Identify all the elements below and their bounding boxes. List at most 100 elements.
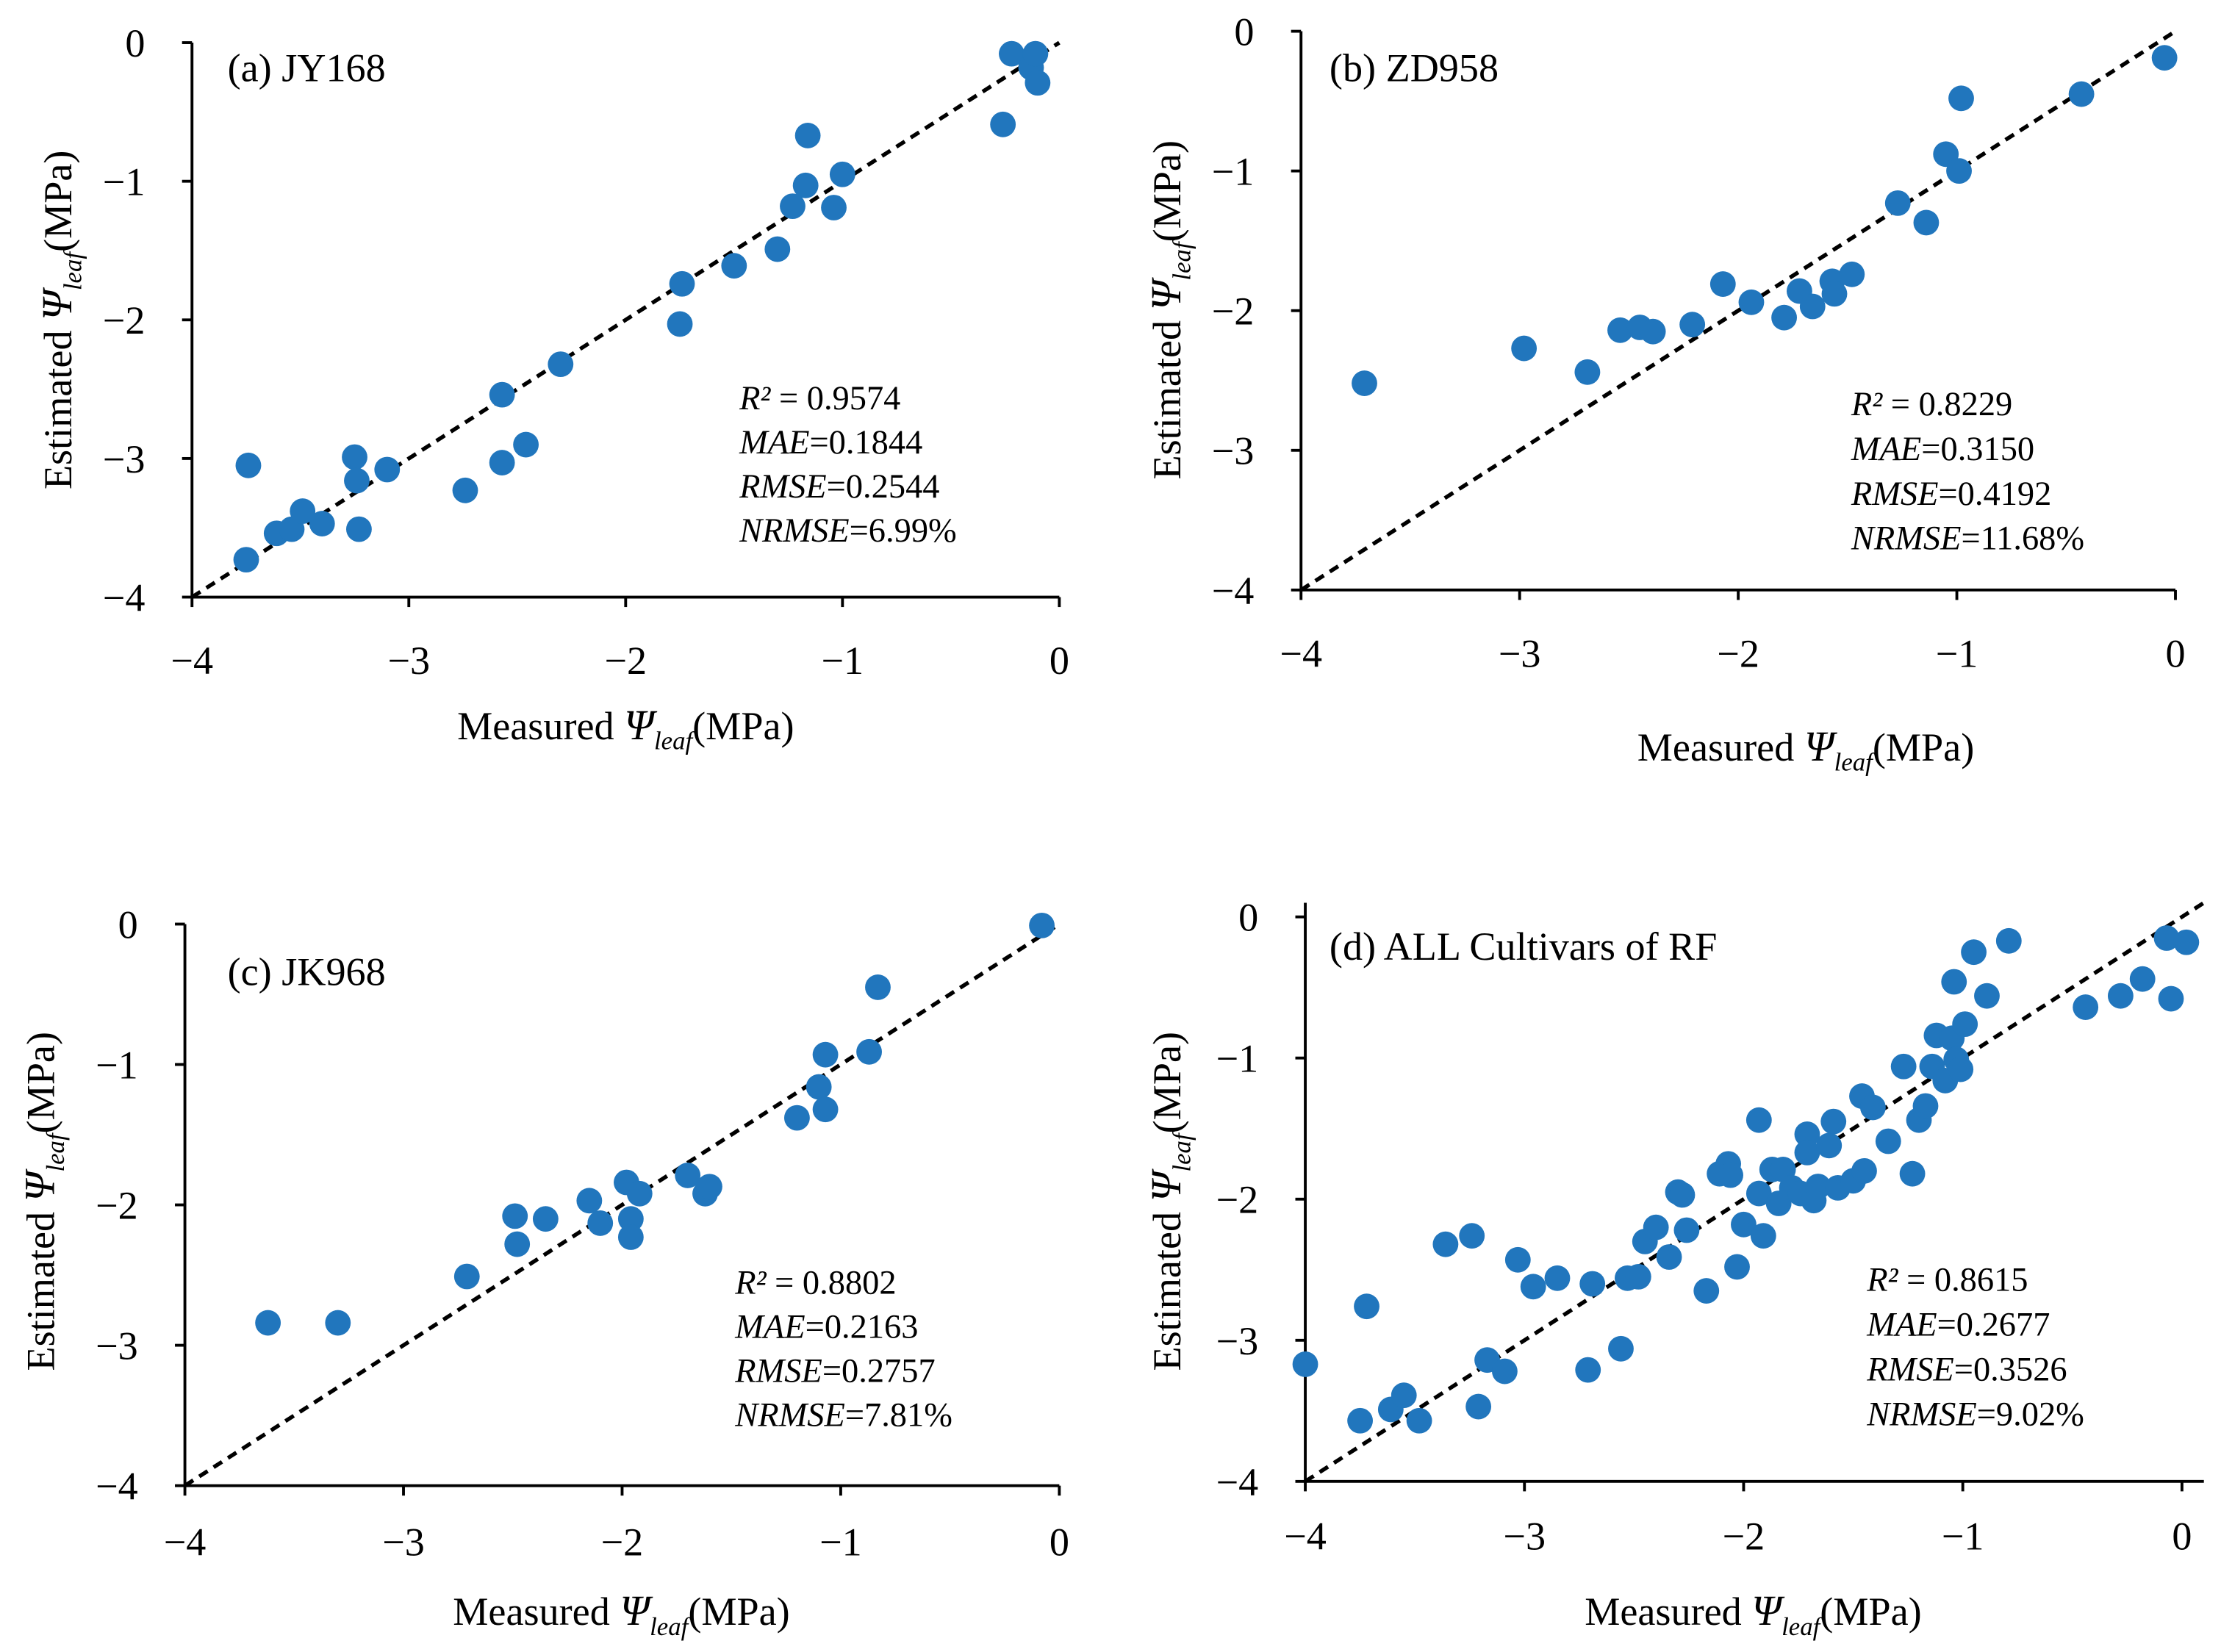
stat-value: = 0.9574 bbox=[770, 380, 900, 417]
data-point bbox=[2073, 994, 2099, 1020]
axis-title-text: Estimated bbox=[1145, 1202, 1189, 1371]
data-point bbox=[2129, 966, 2156, 992]
y-tick-label: −4 bbox=[1216, 1460, 1259, 1504]
data-point bbox=[1354, 1293, 1379, 1320]
y-tick-label: −2 bbox=[103, 298, 146, 342]
axis-title-text: Measured bbox=[453, 1590, 620, 1634]
panel-title: (d) ALL Cultivars of RF bbox=[1330, 924, 1717, 969]
stat-line: R² = 0.9574 bbox=[739, 380, 900, 417]
stat-line: MAE=0.3150 bbox=[1851, 431, 2034, 468]
data-point bbox=[999, 40, 1025, 67]
stat-line: MAE=0.2163 bbox=[734, 1308, 918, 1346]
stat-value: =0.3150 bbox=[1921, 431, 2034, 468]
axis-title-unit: (MPa) bbox=[1873, 725, 1974, 769]
psi-symbol: Ψ bbox=[1804, 722, 1838, 770]
data-point bbox=[1875, 1128, 1901, 1154]
y-axis-title: Estimated Ψleaf(MPa) bbox=[33, 151, 87, 490]
data-point bbox=[780, 193, 805, 220]
data-point bbox=[856, 1038, 882, 1065]
data-point bbox=[792, 172, 819, 198]
stat-line: RMSE=0.4192 bbox=[1851, 475, 2051, 513]
data-point bbox=[794, 123, 821, 148]
data-point bbox=[1292, 1351, 1318, 1377]
data-point bbox=[233, 547, 259, 573]
data-point bbox=[617, 1224, 644, 1250]
leaf-subscript: leaf bbox=[1167, 1130, 1196, 1172]
data-point bbox=[721, 253, 747, 279]
data-point bbox=[532, 1206, 559, 1232]
data-point bbox=[290, 498, 316, 524]
panel-title: (b) ZD958 bbox=[1330, 46, 1499, 90]
psi-symbol: Ψ bbox=[1142, 1168, 1190, 1202]
x-axis-title: Measured Ψleaf(MPa) bbox=[457, 701, 794, 755]
x-tick-label: −3 bbox=[1499, 631, 1541, 675]
data-point bbox=[513, 431, 539, 458]
y-tick-label: −4 bbox=[96, 1465, 138, 1509]
y-tick-label: 0 bbox=[1234, 10, 1254, 54]
data-point bbox=[548, 351, 574, 378]
data-point bbox=[1794, 1121, 1820, 1147]
data-point bbox=[1948, 1056, 1974, 1082]
axis-title-unit: (MPa) bbox=[1145, 1032, 1189, 1133]
data-point bbox=[1771, 304, 1797, 331]
axis-title-unit: (MPa) bbox=[692, 704, 794, 748]
data-point bbox=[489, 450, 515, 475]
data-point bbox=[2151, 45, 2178, 71]
data-point bbox=[1029, 912, 1055, 938]
stat-value: =0.4192 bbox=[1939, 475, 2052, 513]
data-point bbox=[452, 477, 478, 503]
data-point bbox=[1859, 1094, 1886, 1121]
data-point bbox=[764, 236, 791, 262]
data-point bbox=[1574, 359, 1601, 385]
panel-title: (a) JY168 bbox=[228, 46, 386, 90]
stat-value: =0.1844 bbox=[809, 424, 922, 462]
chart-panel-2: −4 −3 −2 −1 0 0 −1 −2 −3 −4 (b) ZD958 R² = 0.8229 MA… bbox=[1142, 10, 2186, 777]
data-point bbox=[1504, 1246, 1531, 1273]
x-tick-label: −2 bbox=[604, 639, 647, 683]
data-point bbox=[1673, 1217, 1700, 1243]
data-point bbox=[1799, 293, 1826, 320]
data-point bbox=[1952, 1011, 1978, 1038]
stat-value: =0.2544 bbox=[827, 468, 940, 506]
axis-title-text: Measured bbox=[1585, 1590, 1751, 1634]
x-tick-label: −2 bbox=[1723, 1515, 1765, 1559]
data-point bbox=[1679, 312, 1706, 338]
y-tick-label: −1 bbox=[96, 1043, 138, 1087]
data-point bbox=[784, 1105, 810, 1131]
data-point bbox=[1738, 289, 1765, 315]
axis-title-text: Estimated bbox=[36, 320, 80, 489]
axis-title-text: Estimated bbox=[19, 1202, 63, 1371]
x-axis-title: Measured Ψleaf(MPa) bbox=[1585, 1587, 1921, 1641]
data-point bbox=[1640, 318, 1666, 345]
x-tick-label: −3 bbox=[1503, 1515, 1546, 1559]
stat-line: R² = 0.8802 bbox=[734, 1264, 896, 1301]
data-point bbox=[374, 456, 401, 483]
data-point bbox=[1022, 40, 1049, 67]
stat-value: =0.2677 bbox=[1937, 1307, 2050, 1344]
stat-name: MAE bbox=[739, 424, 809, 462]
stat-name: MAE bbox=[1851, 431, 1921, 468]
stat-name: RMSE bbox=[1851, 475, 1939, 513]
leaf-subscript: leaf bbox=[1782, 1612, 1823, 1641]
x-tick-label: −1 bbox=[1936, 631, 1978, 675]
axis-title-text: Measured bbox=[457, 704, 624, 748]
x-tick-label: −2 bbox=[1717, 631, 1759, 675]
x-tick-label: −2 bbox=[601, 1520, 644, 1564]
y-tick-label: −3 bbox=[1216, 1319, 1259, 1363]
data-point bbox=[1974, 983, 2000, 1009]
x-tick-label: 0 bbox=[1049, 1520, 1069, 1564]
one-to-one-line bbox=[1299, 29, 2177, 592]
data-point bbox=[669, 270, 695, 297]
data-point bbox=[346, 516, 372, 542]
data-point bbox=[1913, 209, 1940, 236]
axis-title-unit: (MPa) bbox=[688, 1590, 789, 1634]
data-point bbox=[821, 195, 847, 220]
data-point bbox=[1432, 1231, 1459, 1257]
stat-value: =7.81% bbox=[845, 1396, 952, 1434]
y-axis-title: Estimated Ψleaf(MPa) bbox=[1142, 140, 1196, 480]
stat-value: = 0.8229 bbox=[1882, 386, 2012, 423]
data-point bbox=[255, 1310, 281, 1336]
stat-name: NRMSE bbox=[739, 512, 850, 550]
x-tick-label: 0 bbox=[2172, 1515, 2192, 1559]
